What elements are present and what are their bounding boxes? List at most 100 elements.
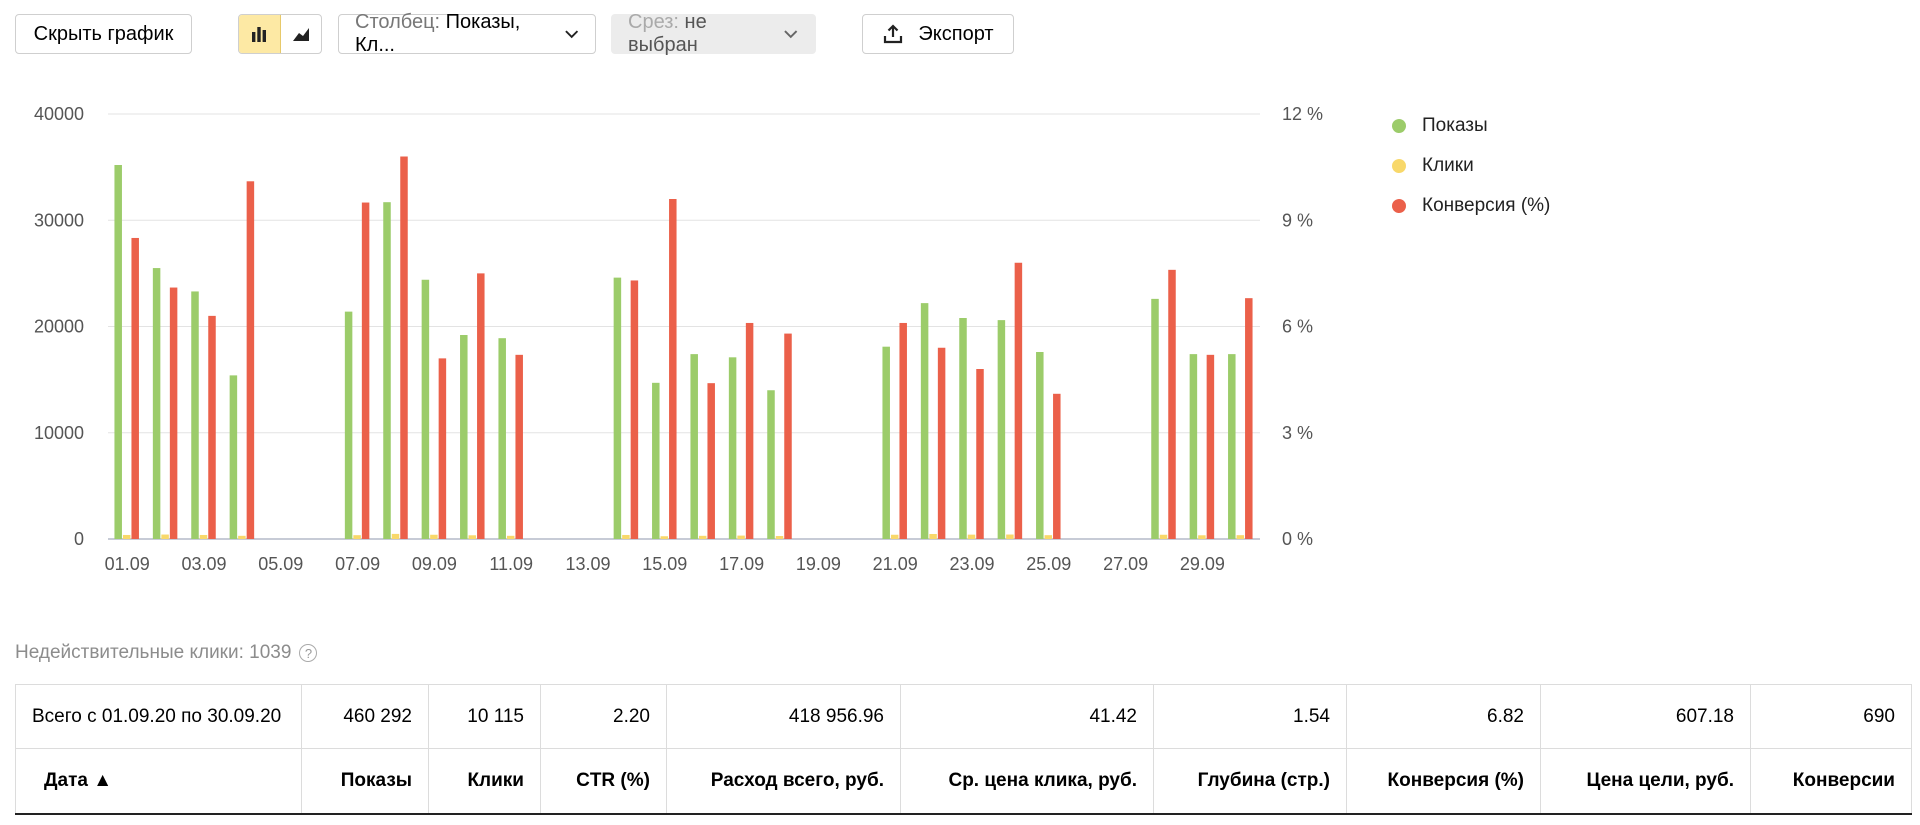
- column-header-spend[interactable]: Расход всего, руб.: [666, 748, 901, 815]
- legend-label: Показы: [1422, 115, 1488, 136]
- bar-conversion: [937, 347, 946, 539]
- y-right-tick-label: 12 %: [1282, 104, 1323, 124]
- legend-dot-icon: [1392, 159, 1406, 173]
- bar-clicks: [353, 535, 361, 539]
- bar-impressions: [383, 202, 391, 539]
- bar-clicks: [929, 534, 937, 539]
- area-chart-view-button[interactable]: [281, 15, 322, 53]
- totals-ctr: 2.20: [540, 684, 667, 749]
- chart-view-toggle[interactable]: [238, 14, 322, 54]
- column-select-prefix: Столбец:: [355, 11, 441, 33]
- x-tick-label: 01.09: [105, 554, 150, 574]
- x-tick-label: 15.09: [642, 554, 687, 574]
- bar-conversion: [361, 202, 370, 539]
- bar-conversion: [1245, 298, 1253, 539]
- bar-clicks: [506, 535, 515, 539]
- column-header-impressions[interactable]: Показы: [301, 748, 429, 815]
- bar-clicks: [698, 535, 707, 539]
- bar-impressions: [421, 279, 430, 539]
- x-axis-ticks: 01.09 03.09 05.09 07.09 09.09 11.09 13.09 15.09…: [105, 554, 1225, 574]
- x-tick-label: 17.09: [719, 554, 764, 574]
- bar-conversion: [784, 333, 792, 539]
- upload-icon: [884, 24, 903, 44]
- x-tick-label: 21.09: [873, 554, 918, 574]
- y-left-tick-label: 0: [74, 529, 84, 549]
- column-select[interactable]: Столбец: Показы, Кл...: [338, 11, 596, 56]
- help-icon[interactable]: ?: [299, 644, 318, 662]
- slice-select-prefix: Срез:: [628, 11, 679, 33]
- bar-conversion: [976, 369, 984, 539]
- bar-clicks: [737, 535, 745, 539]
- chevron-down-icon: [784, 30, 798, 39]
- column-header-avg-cpc[interactable]: Ср. цена клика, руб.: [900, 748, 1154, 815]
- bar-impressions: [920, 303, 929, 539]
- bar-impressions: [344, 311, 353, 539]
- bar-clicks: [1159, 534, 1168, 539]
- legend-dot-icon: [1392, 119, 1406, 133]
- hide-chart-label: Скрыть график: [33, 22, 174, 45]
- totals-avg-cpc: 41.42: [900, 684, 1154, 749]
- bar-clicks: [660, 536, 669, 539]
- bar-conversion: [477, 273, 485, 539]
- hide-chart-button[interactable]: Скрыть график: [15, 14, 192, 54]
- slice-select[interactable]: Срез: не выбран: [611, 11, 816, 56]
- bar-clicks: [775, 536, 784, 539]
- column-header-depth[interactable]: Глубина (стр.): [1153, 748, 1347, 815]
- column-header-ctr[interactable]: CTR (%): [540, 748, 667, 815]
- y-right-tick-label: 6 %: [1282, 317, 1313, 337]
- column-header-goal-cost[interactable]: Цена цели, руб.: [1540, 748, 1751, 815]
- column-select-value: Показы, Кл...: [355, 11, 521, 56]
- legend-dot-icon: [1392, 199, 1406, 213]
- legend-item[interactable]: Конверсия (%): [1392, 186, 1550, 226]
- bar-clicks: [238, 535, 246, 539]
- right-axis-ticks: 0 % 3 % 6 % 9 % 12 %: [1282, 104, 1323, 549]
- bar-conversion: [1206, 354, 1215, 539]
- legend-item[interactable]: Клики: [1392, 146, 1550, 186]
- x-tick-label: 25.09: [1026, 554, 1071, 574]
- chart-legend: Показы Клики Конверсия (%): [1392, 106, 1550, 226]
- column-header-date[interactable]: Дата ▲: [15, 748, 302, 815]
- column-header-conversions[interactable]: Конверсии: [1750, 748, 1912, 815]
- bar-conversion: [246, 181, 255, 539]
- bar-impressions: [114, 165, 122, 539]
- x-tick-label: 11.09: [489, 554, 533, 574]
- bar-impressions: [460, 335, 468, 539]
- bar-conversion: [438, 358, 447, 539]
- bar-impressions: [613, 277, 622, 539]
- invalid-clicks-label: Недействительные клики: 1039: [15, 642, 292, 663]
- bar-conversion: [899, 322, 907, 539]
- x-tick-label: 29.09: [1180, 554, 1225, 574]
- chart-grid: [108, 113, 1260, 540]
- column-header-clicks[interactable]: Клики: [428, 748, 541, 815]
- bar-clicks: [391, 533, 400, 539]
- bar-impressions: [498, 338, 506, 539]
- bar-conversion: [1168, 269, 1176, 539]
- bar-conversion: [669, 199, 677, 539]
- bar-impressions: [191, 291, 199, 539]
- totals-period: Всего с 01.09.20 по 30.09.20: [15, 684, 302, 749]
- y-left-tick-label: 30000: [34, 210, 84, 230]
- totals-impressions: 460 292: [301, 684, 429, 749]
- totals-goal-cost: 607.18: [1540, 684, 1751, 749]
- legend-label: Клики: [1422, 155, 1474, 176]
- bar-impressions: [882, 346, 890, 539]
- x-tick-label: 03.09: [181, 554, 226, 574]
- bar-clicks: [199, 534, 208, 539]
- export-button[interactable]: Экспорт: [862, 14, 1014, 54]
- x-tick-label: 19.09: [796, 554, 841, 574]
- bar-chart-view-button[interactable]: [239, 15, 281, 53]
- y-right-tick-label: 9 %: [1282, 210, 1313, 230]
- y-right-tick-label: 0 %: [1282, 529, 1313, 549]
- bar-clicks: [622, 534, 630, 539]
- bar-conversion: [745, 322, 754, 539]
- legend-item[interactable]: Показы: [1392, 106, 1550, 146]
- y-left-tick-label: 40000: [34, 104, 84, 124]
- bar-clicks: [890, 534, 899, 539]
- bar-impressions: [1189, 354, 1198, 539]
- column-header-conversion-rate[interactable]: Конверсия (%): [1346, 748, 1541, 815]
- bar-impressions: [152, 268, 161, 539]
- bar-conversion: [1053, 393, 1061, 539]
- bar-clicks: [1044, 535, 1053, 539]
- bar-conversion: [515, 354, 523, 539]
- bar-impressions: [690, 354, 698, 539]
